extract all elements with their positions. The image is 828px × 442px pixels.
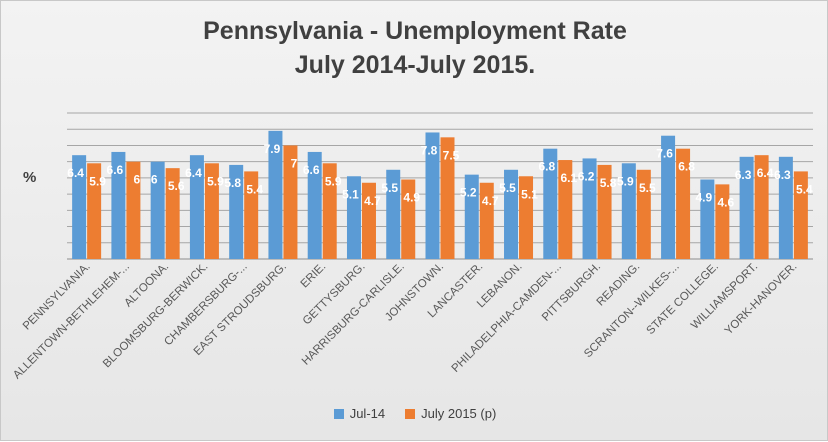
bar-july-2015-3: [204, 163, 219, 259]
x-tick-label: PENNSYLVANIA.: [21, 261, 93, 333]
legend-label-jul-14: Jul-14: [349, 406, 386, 421]
bar-july-2015-8: [401, 179, 416, 259]
legend-swatch-jul-14: [333, 408, 344, 419]
data-label: 6.3: [735, 168, 752, 182]
bar-july-2015-18: [793, 171, 808, 259]
bar-jul-14-10: [464, 174, 479, 259]
data-label: 5.5: [639, 181, 656, 195]
data-label: 6.4: [67, 166, 84, 180]
bar-july-2015-17: [754, 155, 769, 259]
bar-july-2015-16: [715, 184, 730, 259]
bar-jul-14-5: [268, 130, 283, 259]
chart-subtitle: July 2014-July 2015.: [294, 51, 536, 79]
data-label: 7.8: [421, 143, 438, 157]
bar-july-2015-9: [440, 137, 455, 259]
data-label: 5.6: [168, 179, 185, 193]
bar-july-2015-12: [558, 160, 573, 259]
legend-item-july-2015: July 2015 (p): [405, 406, 496, 421]
bar-jul-14-11: [504, 169, 519, 259]
bar-july-2015-14: [636, 169, 651, 259]
bar-july-2015-2: [165, 168, 180, 259]
data-label: 5.9: [207, 174, 224, 188]
data-label: 4.9: [403, 191, 420, 205]
bar-july-2015-13: [597, 164, 612, 259]
bar-jul-14-6: [307, 151, 322, 259]
data-label: 5.4: [246, 182, 263, 196]
data-label: 6.1: [560, 171, 577, 185]
bar-july-2015-11: [519, 176, 534, 259]
bar-jul-14-7: [346, 176, 361, 259]
x-tick-label: STATE COLLEGE.: [645, 261, 721, 337]
data-label: 6.4: [757, 166, 774, 180]
data-label: 6.6: [107, 163, 124, 177]
data-label: 5.9: [617, 174, 634, 188]
data-label: 6.3: [774, 168, 791, 182]
data-label: 5.8: [600, 176, 617, 190]
bar-jul-14-15: [661, 135, 676, 259]
data-label: 6.8: [538, 160, 555, 174]
bar-jul-14-9: [425, 132, 440, 259]
bar-jul-14-18: [778, 156, 793, 259]
data-label: 5.5: [499, 181, 516, 195]
data-label: 4.9: [695, 191, 712, 205]
bar-july-2015-15: [676, 148, 691, 259]
legend-item-jul-14: Jul-14: [333, 406, 386, 421]
data-label: 7: [291, 156, 298, 170]
data-label: 6.8: [678, 160, 695, 174]
bar-july-2015-10: [479, 182, 494, 259]
bar-july-2015-1: [126, 161, 141, 259]
data-label: 6.4: [185, 166, 202, 180]
data-label: 4.7: [364, 194, 381, 208]
x-tick-label: WILLIAMSPORT.: [689, 261, 760, 332]
bar-july-2015-6: [322, 163, 337, 259]
data-label: 6.2: [578, 169, 595, 183]
bar-july-2015-4: [244, 171, 259, 259]
data-label: 5.4: [796, 182, 813, 196]
data-label: 6.6: [303, 163, 320, 177]
bar-jul-14-17: [739, 156, 754, 259]
data-label: 5.1: [342, 187, 359, 201]
bar-jul-14-2: [150, 161, 165, 259]
bar-july-2015-7: [361, 182, 376, 259]
data-label: 5.5: [381, 181, 398, 195]
data-label: 5.9: [89, 174, 106, 188]
chart-title: Pennsylvania - Unemployment Rate: [203, 17, 627, 45]
x-tick-label: YORK-HANOVER.: [723, 261, 800, 338]
bar-jul-14-13: [582, 158, 597, 259]
data-label: 6: [134, 173, 141, 187]
bar-jul-14-0: [72, 155, 87, 259]
bar-jul-14-3: [189, 155, 204, 259]
y-axis-label: %: [23, 169, 37, 186]
bar-jul-14-16: [700, 179, 715, 259]
data-label: 5.9: [325, 174, 342, 188]
bar-jul-14-14: [621, 163, 636, 259]
bar-jul-14-8: [386, 169, 401, 259]
data-label: 6: [151, 173, 158, 187]
data-label: 7.9: [264, 142, 281, 156]
data-label: 4.7: [482, 194, 499, 208]
data-label: 5.8: [224, 176, 241, 190]
bar-jul-14-4: [229, 164, 244, 259]
bar-jul-14-12: [543, 148, 558, 259]
data-label: 7.6: [656, 147, 673, 161]
legend-swatch-july-2015: [405, 408, 416, 419]
legend-label-july-2015: July 2015 (p): [421, 406, 497, 421]
data-label: 7.5: [443, 148, 460, 162]
bar-july-2015-5: [283, 145, 298, 259]
legend: Jul-14 July 2015 (p): [1, 406, 828, 421]
bar-jul-14-1: [111, 151, 126, 259]
data-label: 4.6: [717, 195, 734, 209]
x-tick-label: ERIE.: [299, 261, 329, 291]
data-label: 5.2: [460, 186, 477, 200]
bar-july-2015-0: [87, 163, 102, 259]
data-label: 5.1: [521, 187, 538, 201]
